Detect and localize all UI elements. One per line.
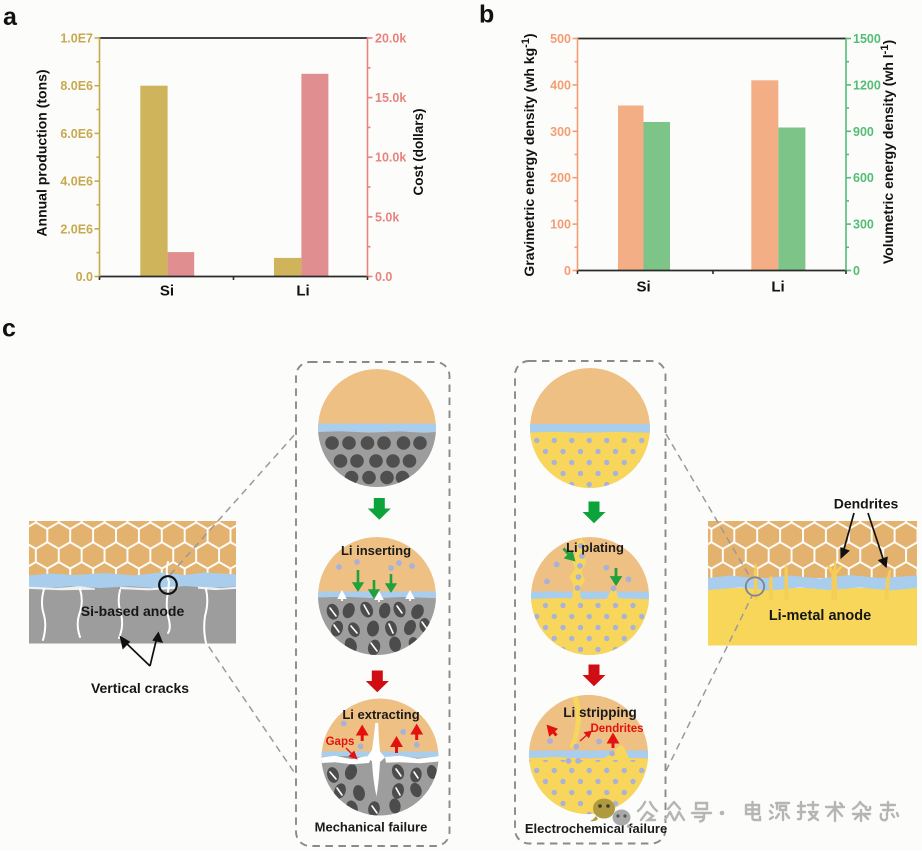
svg-text:Li stripping: Li stripping	[563, 705, 637, 720]
svg-text:4.0E6: 4.0E6	[60, 175, 93, 189]
svg-text:Gaps: Gaps	[326, 736, 355, 748]
svg-text:Li extracting: Li extracting	[342, 707, 419, 722]
svg-text:300: 300	[550, 125, 571, 139]
svg-text:Mechanical failure: Mechanical failure	[315, 820, 428, 835]
svg-text:300: 300	[853, 218, 874, 232]
svg-text:100: 100	[550, 218, 571, 232]
svg-text:400: 400	[550, 78, 571, 92]
svg-text:Volumetric energy density (wh: Volumetric energy density (wh l-1)	[879, 40, 896, 264]
svg-text:Vertical cracks: Vertical cracks	[91, 680, 189, 696]
svg-text:a: a	[3, 3, 18, 31]
svg-text:Annual production (tons): Annual production (tons)	[34, 69, 50, 236]
svg-text:Li-metal anode: Li-metal anode	[769, 608, 871, 624]
svg-text:15.0k: 15.0k	[375, 91, 406, 105]
svg-text:Si-based anode: Si-based anode	[81, 603, 185, 619]
svg-text:1.0E7: 1.0E7	[60, 32, 93, 46]
svg-text:0.0: 0.0	[375, 270, 392, 284]
svg-text:Li plating: Li plating	[566, 540, 624, 555]
svg-text:5.0k: 5.0k	[375, 210, 399, 224]
svg-text:6.0E6: 6.0E6	[60, 127, 93, 141]
svg-text:Electrochemical failure: Electrochemical failure	[525, 821, 667, 836]
svg-text:0: 0	[564, 264, 571, 278]
svg-text:2.0E6: 2.0E6	[60, 222, 93, 236]
svg-text:b: b	[479, 1, 494, 29]
svg-text:1500: 1500	[853, 32, 881, 46]
svg-text:c: c	[2, 315, 16, 343]
svg-text:1200: 1200	[853, 78, 881, 92]
svg-text:Li: Li	[296, 283, 309, 300]
svg-text:Li inserting: Li inserting	[341, 543, 411, 558]
svg-text:20.0k: 20.0k	[375, 32, 406, 46]
svg-text:8.0E6: 8.0E6	[60, 79, 93, 93]
svg-text:600: 600	[853, 171, 874, 185]
svg-text:200: 200	[550, 171, 571, 185]
svg-text:10.0k: 10.0k	[375, 151, 406, 165]
svg-text:Li: Li	[771, 279, 784, 296]
svg-text:Cost (dollars): Cost (dollars)	[411, 108, 426, 195]
svg-text:Dendrites: Dendrites	[590, 723, 643, 735]
svg-text:Si: Si	[160, 283, 174, 300]
svg-text:Dendrites: Dendrites	[834, 496, 899, 512]
svg-text:Gravimetric energy density (wh: Gravimetric energy density (wh kg-1)	[520, 33, 537, 276]
svg-text:900: 900	[853, 125, 874, 139]
svg-text:Si: Si	[637, 279, 651, 296]
svg-text:0: 0	[853, 264, 860, 278]
svg-text:500: 500	[550, 32, 571, 46]
svg-text:0.0: 0.0	[76, 270, 93, 284]
